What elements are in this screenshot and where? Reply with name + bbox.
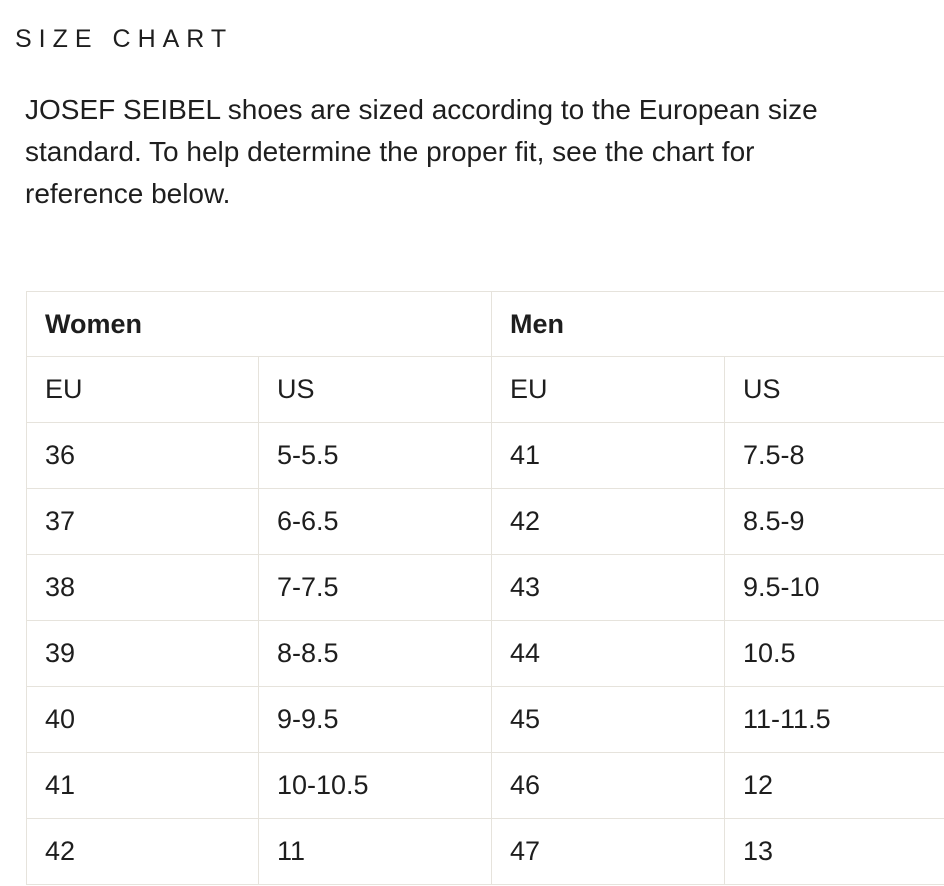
table-row: 39 8-8.5 44 10.5 [26, 620, 944, 687]
cell-women-eu: 41 [26, 752, 259, 819]
intro-line: standard. To help determine the proper f… [25, 136, 755, 167]
cell-women-us: 7-7.5 [257, 554, 493, 621]
cell-men-eu: 47 [491, 818, 726, 885]
cell-women-us: 11 [257, 818, 493, 885]
intro-paragraph: JOSEF SEIBEL shoes are sized according t… [25, 89, 944, 215]
cell-women-eu: 38 [26, 554, 259, 621]
cell-men-us: 8.5-9 [724, 488, 944, 555]
group-header-men: Men [491, 291, 944, 357]
cell-men-us: 12 [724, 752, 944, 819]
column-header-women-us: US [257, 356, 493, 423]
cell-women-us: 8-8.5 [257, 620, 493, 687]
cell-men-eu: 46 [491, 752, 726, 819]
cell-women-us: 10-10.5 [257, 752, 493, 819]
cell-women-eu: 39 [26, 620, 259, 687]
cell-men-us: 13 [724, 818, 944, 885]
table-row: 36 5-5.5 41 7.5-8 [26, 422, 944, 489]
cell-women-eu: 42 [26, 818, 259, 885]
table-row: 40 9-9.5 45 11-11.5 [26, 686, 944, 753]
cell-men-eu: 45 [491, 686, 726, 753]
cell-women-eu: 40 [26, 686, 259, 753]
group-header-women: Women [25, 291, 493, 357]
table-row: 37 6-6.5 42 8.5-9 [26, 488, 944, 555]
cell-women-eu: 37 [26, 488, 259, 555]
cell-men-us: 9.5-10 [724, 554, 944, 621]
cell-men-us: 10.5 [724, 620, 944, 687]
table-row: 42 11 47 13 [26, 818, 944, 885]
page-title: SIZE CHART [15, 25, 234, 53]
size-chart-table: Women Men EU US EU US 36 5-5.5 41 7.5-8 … [25, 291, 944, 885]
column-header-women-eu: EU [26, 356, 259, 423]
cell-men-eu: 44 [491, 620, 726, 687]
intro-line: JOSEF SEIBEL shoes are sized according t… [25, 94, 818, 125]
column-header-row: EU US EU US [26, 356, 944, 423]
table-row: 38 7-7.5 43 9.5-10 [26, 554, 944, 621]
cell-men-us: 11-11.5 [724, 686, 944, 753]
table-row: 41 10-10.5 46 12 [26, 752, 944, 819]
cell-women-us: 5-5.5 [257, 422, 493, 489]
cell-women-eu: 36 [26, 422, 259, 489]
cell-women-us: 6-6.5 [257, 488, 493, 555]
group-header-row: Women Men [25, 291, 944, 357]
column-header-men-us: US [724, 356, 944, 423]
cell-women-us: 9-9.5 [257, 686, 493, 753]
column-header-men-eu: EU [491, 356, 726, 423]
cell-men-eu: 42 [491, 488, 726, 555]
cell-men-eu: 43 [491, 554, 726, 621]
cell-men-eu: 41 [491, 422, 726, 489]
intro-line: reference below. [25, 178, 231, 209]
cell-men-us: 7.5-8 [724, 422, 944, 489]
